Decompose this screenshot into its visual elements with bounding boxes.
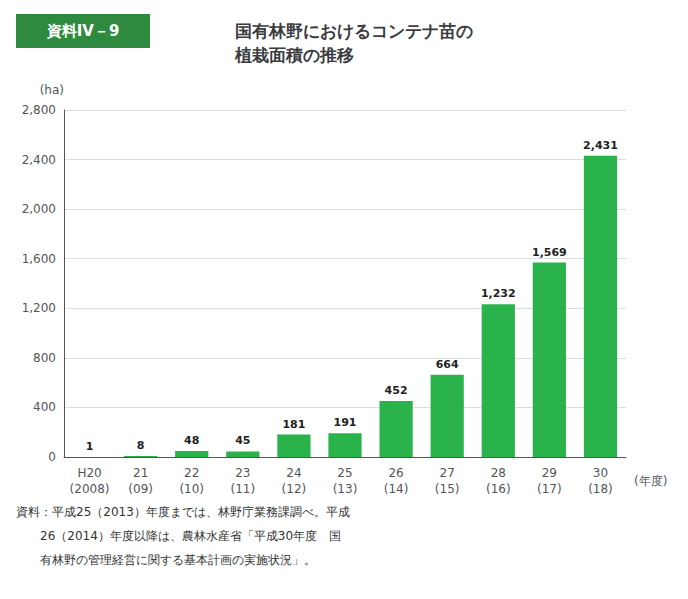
svg-text:29: 29 [542,466,557,480]
svg-text:2,800: 2,800 [22,103,56,117]
svg-text:452: 452 [385,384,408,397]
svg-text:(15): (15) [435,482,460,496]
svg-text:(11): (11) [230,482,255,496]
svg-text:(2008): (2008) [70,482,110,496]
svg-text:資料：平成25（2013）年度までは、林野庁業務課調べ。平成: 資料：平成25（2013）年度までは、林野庁業務課調べ。平成 [16,505,350,519]
svg-text:(年度): (年度) [634,474,667,488]
svg-text:(17): (17) [537,482,562,496]
svg-text:26: 26 [388,466,403,480]
svg-text:30: 30 [593,466,608,480]
svg-text:664: 664 [436,358,459,371]
svg-text:191: 191 [334,416,357,429]
svg-text:400: 400 [33,400,56,414]
svg-text:25: 25 [337,466,352,480]
svg-text:2,431: 2,431 [583,139,618,152]
svg-text:1,232: 1,232 [481,287,516,300]
svg-text:(13): (13) [333,482,358,496]
svg-text:(16): (16) [486,482,511,496]
svg-text:22: 22 [184,466,199,480]
svg-text:181: 181 [282,418,305,431]
svg-text:(18): (18) [588,482,613,496]
svg-text:国有林野におけるコンテナ苗の: 国有林野におけるコンテナ苗の [235,21,473,41]
svg-text:23: 23 [235,466,250,480]
svg-text:48: 48 [184,434,199,447]
svg-text:有林野の管理経営に関する基本計画の実施状況」。: 有林野の管理経営に関する基本計画の実施状況」。 [16,553,316,567]
svg-text:8: 8 [137,439,145,452]
svg-text:2,400: 2,400 [22,153,56,167]
svg-text:1,600: 1,600 [22,252,56,266]
svg-text:1,569: 1,569 [532,246,567,259]
svg-text:植栽面積の推移: 植栽面積の推移 [234,45,354,65]
svg-text:(09): (09) [128,482,153,496]
svg-text:26（2014）年度以降は、農林水産省「平成30年度 国: 26（2014）年度以降は、農林水産省「平成30年度 国 [16,529,341,543]
svg-text:24: 24 [286,466,301,480]
svg-text:H20: H20 [77,466,101,480]
svg-text:21: 21 [133,466,148,480]
svg-text:(10): (10) [179,482,204,496]
svg-text:(14): (14) [384,482,409,496]
svg-text:資料IV－9: 資料IV－9 [46,22,120,40]
svg-text:45: 45 [235,434,250,447]
svg-text:(ha): (ha) [40,83,64,97]
svg-text:0: 0 [48,450,56,464]
svg-text:27: 27 [440,466,455,480]
svg-text:2,000: 2,000 [22,202,56,216]
svg-text:1: 1 [86,440,94,453]
svg-text:1,200: 1,200 [22,301,56,315]
svg-text:28: 28 [491,466,506,480]
svg-text:(12): (12) [282,482,307,496]
svg-text:800: 800 [33,351,56,365]
